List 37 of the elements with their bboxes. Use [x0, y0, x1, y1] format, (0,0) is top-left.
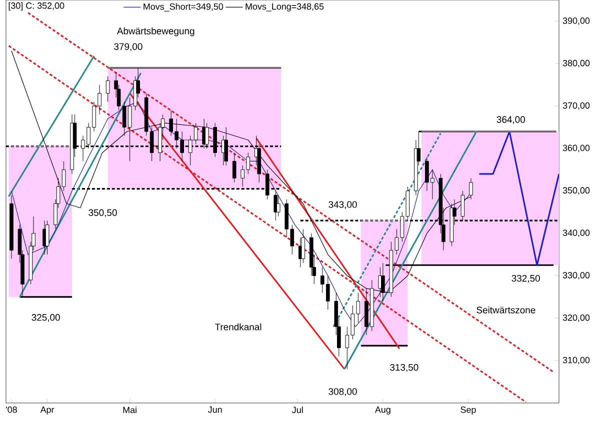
annotation: 379,00	[114, 43, 142, 52]
candlestick	[45, 220, 50, 255]
candlestick	[232, 152, 236, 183]
y-tick-label: 330,00	[562, 272, 590, 280]
x-tick-label: Jun	[208, 406, 222, 413]
x-tick-label: Apr	[40, 406, 54, 415]
y-tick-label: 370,00	[562, 102, 590, 110]
chart-title: [30] C: 352,00	[8, 2, 64, 11]
annotation: 343,00	[328, 201, 357, 210]
y-tick-label: 360,00	[562, 144, 590, 152]
x-tick-label: Mai	[123, 406, 136, 414]
legend-label: Movs_Long=348,65	[246, 3, 324, 12]
annotation: 325,00	[32, 314, 60, 322]
candlestick	[274, 190, 278, 221]
y-tick-label: 350,00	[562, 187, 590, 195]
y-tick-label: 320,00	[562, 314, 590, 322]
x-tick-label: Jul	[292, 406, 303, 414]
y-tick-label: 390,00	[562, 18, 590, 25]
candlestick	[276, 194, 280, 217]
annotation: Seitwärtszone	[476, 306, 536, 314]
annotation: 313,50	[390, 364, 418, 372]
candlestick	[106, 76, 110, 102]
candlestick	[224, 127, 228, 166]
annotation: 364,00	[496, 116, 525, 124]
annotation: 308,00	[328, 388, 357, 396]
candlestick	[301, 228, 306, 264]
x-tick-label: '08	[6, 406, 17, 413]
y-tick-label: 340,00	[562, 230, 590, 238]
x-tick-label: Sep	[460, 406, 476, 415]
y-tick-label: 380,00	[562, 60, 590, 68]
annotation: 332,50	[512, 274, 540, 283]
annotation: 350,50	[88, 209, 117, 218]
annotation: Trendkanal	[214, 323, 262, 330]
x-tick-label: Aug	[374, 406, 390, 415]
y-tick-label: 310,00	[562, 356, 590, 364]
legend-label: Movs_Short=349,50	[144, 3, 224, 12]
annotation: Abwärtsbewegung	[116, 27, 194, 36]
